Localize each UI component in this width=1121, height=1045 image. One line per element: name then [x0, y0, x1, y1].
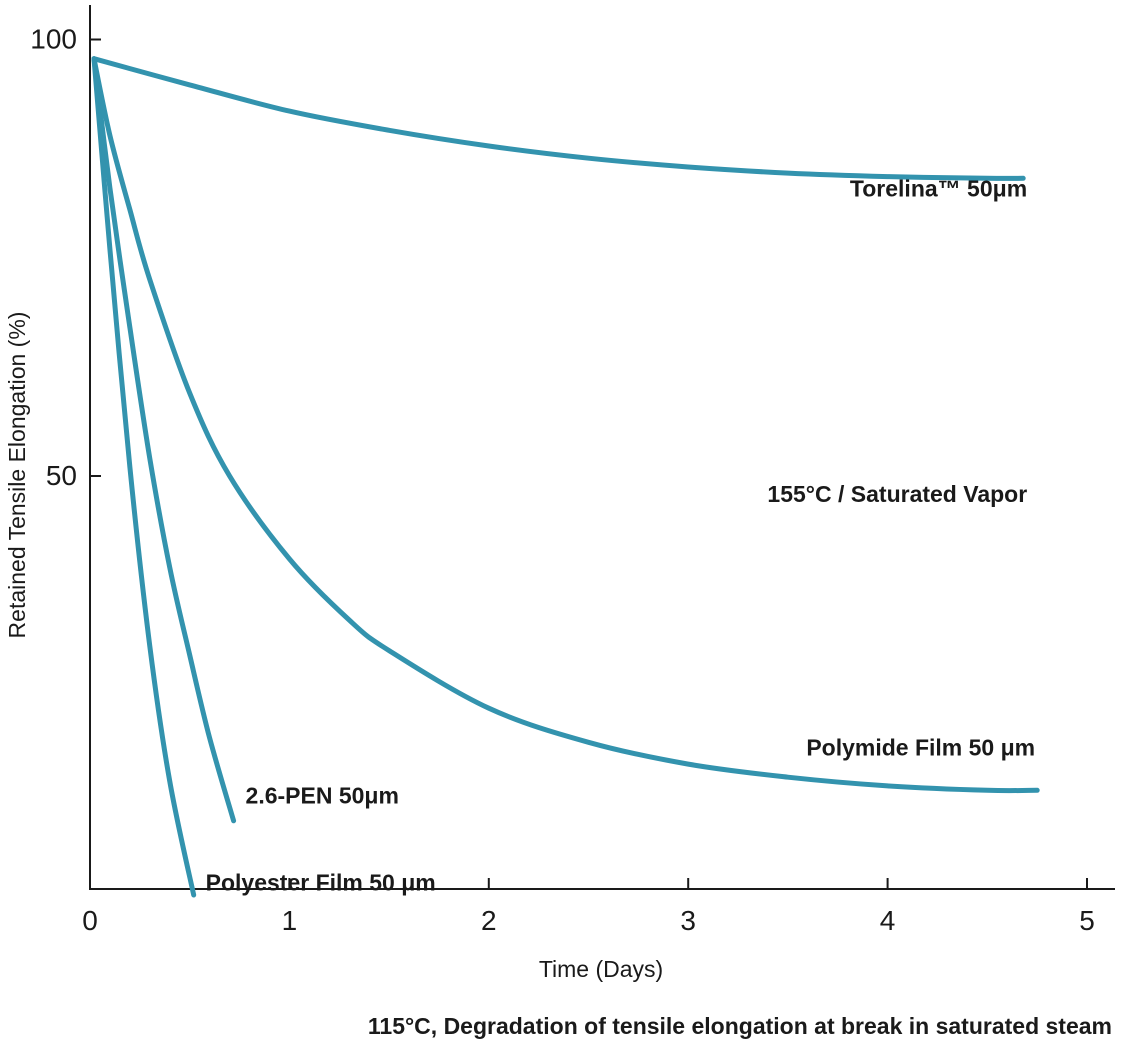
x-tick-label: 0 — [82, 905, 98, 936]
series-line-torelina-50-m — [91, 56, 1026, 181]
annotations: 155°C / Saturated Vapor — [767, 481, 1027, 507]
series-label-2-6-pen-50-m: 2.6-PEN 50μm — [246, 782, 399, 808]
x-axis-ticks: 0 1 2 3 4 5 — [82, 878, 1095, 936]
x-tick-label: 2 — [481, 905, 497, 936]
chart-caption: 115°C, Degradation of tensile elongation… — [368, 1013, 1112, 1039]
x-tick-label: 1 — [282, 905, 298, 936]
series-line-polyester-film-50-m — [91, 56, 197, 898]
x-axis-label: Time (Days) — [539, 956, 663, 982]
series-label-polyester-film-50-m: Polyester Film 50 μm — [206, 870, 436, 896]
y-tick-label: 100 — [30, 24, 77, 55]
annotation-condition: 155°C / Saturated Vapor — [767, 481, 1027, 507]
series-line-2-6-pen-50-m — [91, 56, 237, 824]
series-labels: Torelina™ 50μm Polymide Film 50 μm 2.6-PEN… — [206, 176, 1036, 896]
series-label-polymide-film-50-m: Polymide Film 50 μm — [806, 734, 1035, 760]
x-tick-label: 3 — [680, 905, 696, 936]
x-tick-label: 5 — [1079, 905, 1095, 936]
y-axis-label: Retained Tensile Elongation (%) — [4, 312, 30, 639]
series-label-torelina-50-m: Torelina™ 50μm — [850, 176, 1027, 202]
series-lines — [91, 56, 1040, 898]
y-axis-ticks: 50 100 — [30, 24, 101, 491]
y-tick-label: 50 — [46, 460, 77, 491]
x-tick-label: 4 — [880, 905, 896, 936]
series-line-polymide-film-50-m — [91, 56, 1040, 794]
